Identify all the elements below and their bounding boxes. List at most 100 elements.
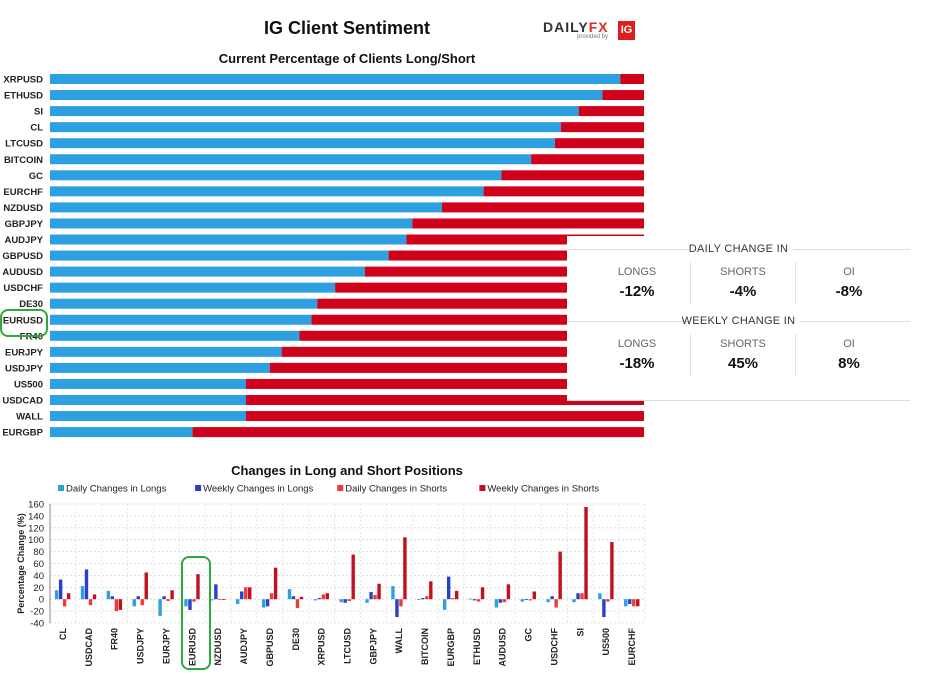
change-bar[interactable] xyxy=(580,593,584,600)
change-bar[interactable] xyxy=(287,589,292,600)
short-bar[interactable] xyxy=(442,202,644,213)
long-bar[interactable] xyxy=(50,106,579,117)
long-bar[interactable] xyxy=(50,362,270,373)
change-bar[interactable] xyxy=(214,584,218,600)
dailyfx-logo[interactable]: DAILYFX provided by IG xyxy=(543,19,635,43)
change-bar[interactable] xyxy=(624,599,628,607)
short-bar[interactable] xyxy=(192,427,644,438)
short-bar[interactable] xyxy=(364,266,644,277)
long-bar[interactable] xyxy=(50,411,247,422)
long-bar[interactable] xyxy=(50,346,282,357)
short-bar[interactable] xyxy=(388,250,644,261)
change-bar[interactable] xyxy=(369,592,373,600)
change-bar[interactable] xyxy=(317,598,322,600)
long-bar[interactable] xyxy=(50,378,247,389)
change-bar[interactable] xyxy=(417,599,421,600)
change-bar[interactable] xyxy=(524,599,528,600)
change-bar[interactable] xyxy=(325,593,330,600)
long-bar[interactable] xyxy=(50,330,300,341)
long-bar[interactable] xyxy=(50,170,502,181)
long-bar[interactable] xyxy=(50,298,318,309)
change-bar[interactable] xyxy=(88,599,93,606)
change-bar[interactable] xyxy=(391,586,395,600)
change-bar[interactable] xyxy=(351,554,355,600)
short-bar[interactable] xyxy=(554,138,644,149)
change-bar[interactable] xyxy=(421,598,425,600)
change-bar[interactable] xyxy=(140,599,144,606)
change-bar[interactable] xyxy=(106,590,111,600)
long-bar[interactable] xyxy=(50,218,413,229)
change-bar[interactable] xyxy=(170,590,174,600)
change-bar[interactable] xyxy=(144,572,148,600)
legend-item[interactable]: Weekly Changes in Longs xyxy=(195,484,314,495)
short-bar[interactable] xyxy=(246,411,644,422)
change-bar[interactable] xyxy=(54,590,59,600)
change-bar[interactable] xyxy=(240,591,244,600)
long-bar[interactable] xyxy=(50,122,561,133)
change-bar[interactable] xyxy=(506,584,511,600)
change-bar[interactable] xyxy=(261,599,266,608)
change-bar[interactable] xyxy=(498,599,503,603)
change-bar[interactable] xyxy=(636,599,640,607)
short-bar[interactable] xyxy=(620,74,644,84)
change-bar[interactable] xyxy=(118,599,123,610)
change-bar[interactable] xyxy=(295,599,300,609)
change-bar[interactable] xyxy=(373,595,377,600)
change-bar[interactable] xyxy=(196,574,200,600)
long-bar[interactable] xyxy=(50,314,312,325)
change-bar[interactable] xyxy=(528,599,532,601)
change-bar[interactable] xyxy=(114,599,119,612)
short-bar[interactable] xyxy=(299,330,644,341)
change-bar[interactable] xyxy=(554,599,558,608)
change-bar[interactable] xyxy=(162,596,166,600)
change-bar[interactable] xyxy=(132,599,136,607)
change-bar[interactable] xyxy=(188,599,192,610)
change-bar[interactable] xyxy=(476,599,481,602)
long-bar[interactable] xyxy=(50,138,555,149)
change-bar[interactable] xyxy=(339,599,343,603)
change-bar[interactable] xyxy=(584,506,588,600)
change-bar[interactable] xyxy=(450,598,455,600)
change-bar[interactable] xyxy=(606,599,610,602)
change-bar[interactable] xyxy=(558,551,562,600)
long-bar[interactable] xyxy=(50,427,193,438)
change-bar[interactable] xyxy=(442,599,447,610)
change-bar[interactable] xyxy=(602,599,606,618)
change-bar[interactable] xyxy=(158,599,162,616)
change-bar[interactable] xyxy=(472,599,477,601)
change-bar[interactable] xyxy=(166,599,170,601)
change-bar[interactable] xyxy=(468,598,473,600)
change-bar[interactable] xyxy=(532,591,536,600)
legend-item[interactable]: Daily Changes in Shorts xyxy=(337,484,447,495)
long-bar[interactable] xyxy=(50,186,484,197)
change-bar[interactable] xyxy=(92,594,97,600)
change-bar[interactable] xyxy=(184,599,188,607)
short-bar[interactable] xyxy=(317,298,644,309)
change-bar[interactable] xyxy=(299,596,304,600)
change-bar[interactable] xyxy=(399,599,403,607)
change-bar[interactable] xyxy=(429,581,433,600)
long-bar[interactable] xyxy=(50,266,365,277)
change-bar[interactable] xyxy=(248,587,252,600)
change-bar[interactable] xyxy=(576,593,580,600)
change-bar[interactable] xyxy=(610,542,614,600)
long-bar[interactable] xyxy=(50,74,621,84)
change-bar[interactable] xyxy=(550,596,554,600)
short-bar[interactable] xyxy=(531,154,644,165)
change-bar[interactable] xyxy=(222,599,226,600)
change-bar[interactable] xyxy=(80,586,85,600)
change-bar[interactable] xyxy=(494,599,499,608)
change-bar[interactable] xyxy=(347,599,351,601)
change-bar[interactable] xyxy=(210,599,214,601)
legend-item[interactable]: Weekly Changes in Shorts xyxy=(479,484,599,495)
short-bar[interactable] xyxy=(335,282,644,293)
change-bar[interactable] xyxy=(520,599,524,602)
change-bar[interactable] xyxy=(313,599,318,601)
change-bar[interactable] xyxy=(192,599,196,602)
change-bar[interactable] xyxy=(265,599,270,607)
change-bar[interactable] xyxy=(269,593,274,600)
change-bar[interactable] xyxy=(572,599,576,603)
change-bar[interactable] xyxy=(546,599,550,603)
short-bar[interactable] xyxy=(246,378,644,389)
long-bar[interactable] xyxy=(50,282,336,293)
